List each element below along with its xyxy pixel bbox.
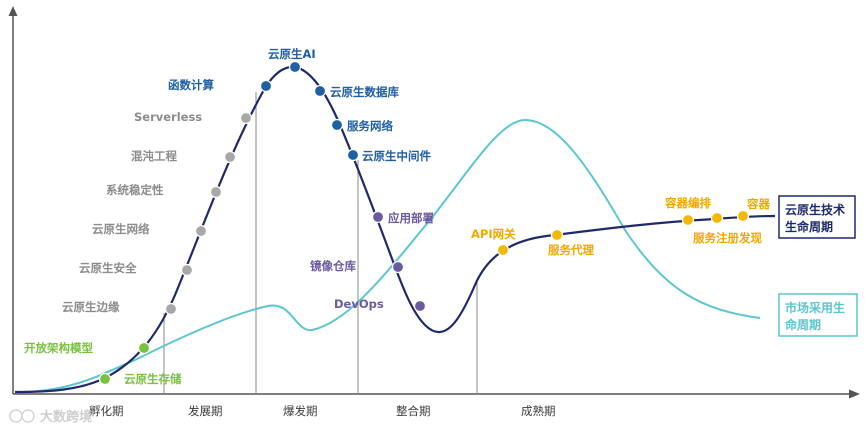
point-dot[interactable] [313, 84, 327, 98]
axes [8, 6, 860, 399]
legend-tech-line1: 云原生技术 [785, 202, 845, 217]
watermark-logo-icon [9, 409, 23, 423]
watermark: 大数跨境 [9, 409, 92, 425]
point-dot[interactable] [330, 118, 344, 132]
tech-lifecycle-curve [14, 65, 776, 394]
label-api-gateway: API网关 [471, 227, 516, 241]
legend-market-line1: 市场采用生 [785, 300, 845, 315]
label-chaos-engineering: 混沌工程 [131, 149, 177, 163]
legend-market-line2: 命周期 [784, 317, 821, 332]
label-cloud-native-edge: 云原生边缘 [62, 300, 120, 314]
label-cloud-native-storage: 云原生存储 [124, 372, 182, 386]
point-dot[interactable] [223, 150, 237, 164]
phase-integration: 整合期 [396, 404, 431, 418]
point-dot[interactable] [164, 302, 178, 316]
legend-market-box [778, 293, 858, 337]
point-labels: 开放架构模型 云原生存储 云原生边缘 云原生安全 云原生网络 系统稳定性 混沌工… [24, 47, 770, 386]
point-dot[interactable] [681, 213, 695, 227]
point-dot[interactable] [180, 263, 194, 277]
label-cloud-native-security: 云原生安全 [79, 261, 137, 275]
label-app-deployment: 应用部署 [388, 211, 434, 225]
point-dot[interactable] [391, 260, 405, 274]
point-dot[interactable] [194, 224, 208, 238]
y-axis-arrow [8, 6, 18, 16]
point-dot[interactable] [288, 60, 302, 74]
data-points [98, 60, 750, 386]
label-image-registry: 镜像仓库 [310, 259, 356, 273]
label-open-arch-model: 开放架构模型 [24, 341, 93, 355]
phase-development: 发展期 [188, 404, 223, 418]
point-dot[interactable] [413, 299, 427, 313]
legend-tech-line2: 生命周期 [785, 219, 833, 234]
phase-explosion: 爆发期 [283, 404, 318, 418]
label-system-stability: 系统稳定性 [106, 183, 164, 197]
phase-maturity: 成熟期 [521, 404, 556, 418]
label-function-compute: 函数计算 [168, 78, 214, 92]
point-dot[interactable] [346, 148, 360, 162]
legend: 云原生技术 生命周期 市场采用生 命周期 [778, 195, 858, 337]
x-axis-arrow [849, 389, 860, 399]
label-cloud-native-middleware: 云原生中间件 [362, 149, 431, 163]
label-cloud-native-database: 云原生数据库 [330, 85, 399, 99]
phase-labels: 孵化期 发展期 爆发期 整合期 成熟期 [89, 404, 556, 418]
label-devops: DevOps [334, 297, 384, 311]
watermark-logo-icon [21, 409, 35, 423]
point-dot[interactable] [496, 243, 510, 257]
market-adoption-curve [17, 118, 761, 393]
point-dot[interactable] [371, 210, 385, 224]
point-dot[interactable] [550, 228, 564, 242]
label-service-discovery: 服务注册发现 [693, 231, 762, 245]
label-cloud-native-network: 云原生网络 [92, 222, 150, 236]
label-service-proxy: 服务代理 [548, 243, 594, 257]
phase-dividers [163, 92, 478, 394]
point-dot[interactable] [137, 341, 151, 355]
label-container: 容器 [746, 197, 770, 211]
point-dot[interactable] [209, 185, 223, 199]
watermark-text: 大数跨境 [40, 409, 92, 425]
point-dot[interactable] [98, 372, 112, 386]
legend-tech-box [778, 195, 856, 239]
label-cloud-native-ai: 云原生AI [268, 47, 316, 61]
label-serverless: Serverless [134, 110, 202, 124]
point-dot[interactable] [259, 79, 273, 93]
point-dot[interactable] [710, 211, 724, 225]
point-dot[interactable] [239, 111, 253, 125]
point-dot[interactable] [736, 209, 750, 223]
label-service-network: 服务网络 [347, 119, 393, 133]
phase-incubation: 孵化期 [89, 404, 124, 418]
label-container-orchestration: 容器编排 [664, 196, 711, 210]
